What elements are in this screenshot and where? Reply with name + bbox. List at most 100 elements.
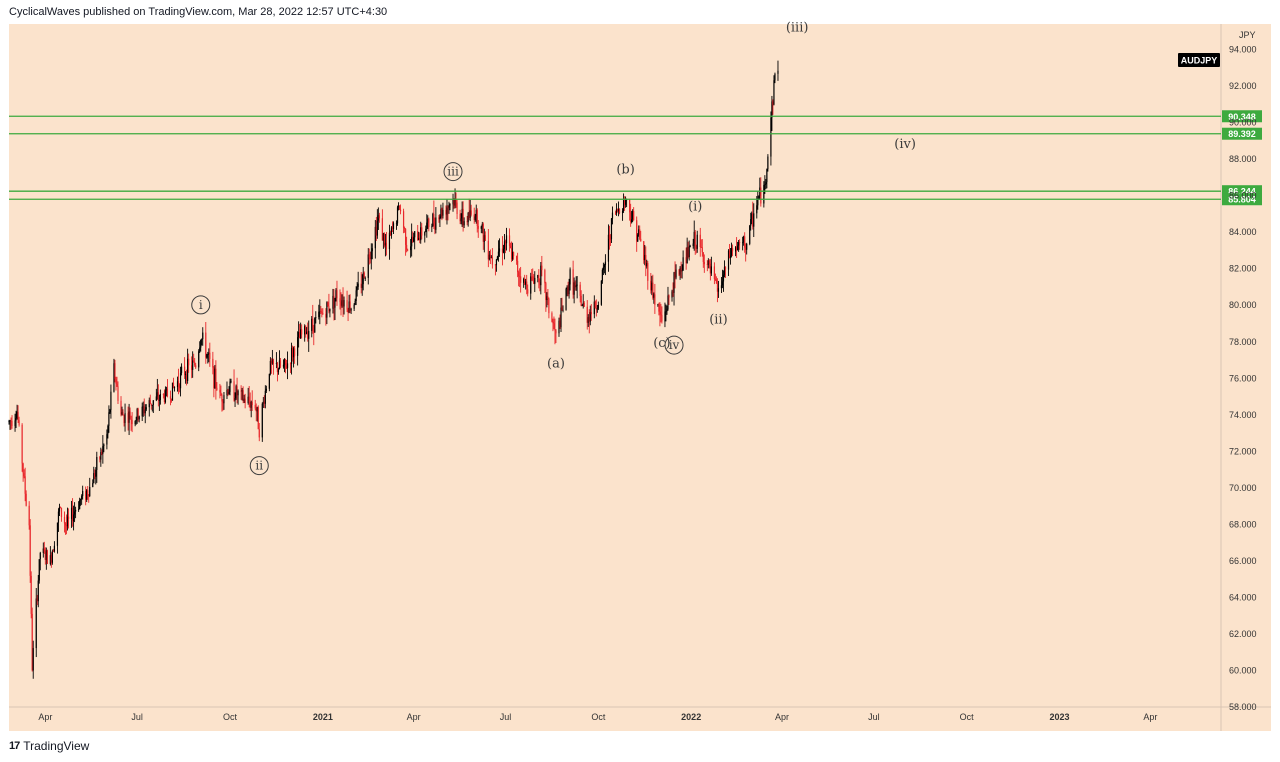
tradingview-branding[interactable]: 17 TradingView <box>9 739 89 753</box>
wave-label[interactable]: i <box>199 298 203 312</box>
candle-body <box>342 300 344 307</box>
candle-body <box>187 358 189 381</box>
candle-body <box>131 419 133 425</box>
candle-body <box>206 354 208 358</box>
candle-body <box>632 211 634 220</box>
candle-body <box>439 216 441 220</box>
candle-body <box>532 276 534 281</box>
candle-body <box>502 248 505 253</box>
candle-body <box>277 369 280 373</box>
candle-body <box>551 313 553 322</box>
x-tick-label: 2022 <box>681 712 701 722</box>
candle-body <box>73 511 76 515</box>
candle-body <box>448 205 450 208</box>
wave-label-circle <box>191 295 211 315</box>
candle-body <box>32 648 34 671</box>
candle-body <box>518 272 520 277</box>
candle-body <box>694 231 696 247</box>
candle-body <box>581 305 583 307</box>
candle-body <box>736 247 738 251</box>
candle-body <box>159 394 161 401</box>
candle-body <box>37 580 39 602</box>
wave-label[interactable]: (b) <box>616 163 634 178</box>
candle-body <box>313 325 315 333</box>
candle-body <box>413 237 415 242</box>
wave-label[interactable]: (iv) <box>894 137 916 152</box>
candle-body <box>706 264 708 266</box>
candle-body <box>686 247 688 264</box>
candle-body <box>494 264 497 266</box>
candle-body <box>78 509 80 510</box>
candle-body <box>173 386 176 388</box>
candle-body <box>708 260 710 264</box>
candle-body <box>756 205 758 214</box>
y-tick-label: 70.000 <box>1229 483 1257 493</box>
candle-body <box>685 257 687 264</box>
candle-body <box>93 473 95 484</box>
candle-body <box>659 311 661 315</box>
candle-body <box>205 332 207 358</box>
candle-body <box>82 490 84 497</box>
candle-body <box>395 223 398 225</box>
candle-body <box>333 295 335 308</box>
y-tick-label: 62.000 <box>1229 629 1257 639</box>
candle-body <box>595 308 597 310</box>
candle-body <box>650 280 652 291</box>
candle-body <box>270 360 272 364</box>
candle-body <box>434 223 436 230</box>
wave-label[interactable]: (a) <box>547 356 565 371</box>
wave-label[interactable]: iv <box>669 338 680 352</box>
candle-body <box>102 446 104 454</box>
candle-body <box>95 469 97 477</box>
candle-body <box>164 390 167 403</box>
candle-body <box>722 274 725 282</box>
wave-label[interactable]: ii <box>255 459 263 473</box>
wave-label[interactable]: (ii) <box>709 312 727 327</box>
level-price-badge <box>1222 110 1262 123</box>
candle-body <box>67 516 70 519</box>
wave-label[interactable]: (iii) <box>786 20 809 35</box>
candle-body <box>265 388 267 391</box>
candle-body <box>289 363 292 365</box>
candle-body <box>321 312 323 314</box>
candle-body <box>360 283 362 288</box>
candle-body <box>496 256 499 260</box>
publisher-attribution: CyclicalWaves published on TradingView.c… <box>9 6 388 18</box>
wave-label[interactable]: iii <box>447 165 459 179</box>
wave-label[interactable]: (i) <box>688 199 702 214</box>
y-tick-label: 88.000 <box>1229 154 1257 164</box>
candle-body <box>603 264 606 268</box>
x-tick-label: Jul <box>868 712 880 722</box>
candle-body <box>410 246 412 251</box>
candle-body <box>569 269 571 285</box>
candle-body <box>739 242 741 243</box>
candle-body <box>660 314 662 316</box>
candle-body <box>646 263 648 267</box>
x-tick-label: Oct <box>591 712 606 722</box>
candle-body <box>498 248 501 252</box>
x-tick-label: Jul <box>500 712 512 722</box>
candle-body <box>534 277 536 284</box>
candle-body <box>127 413 129 423</box>
candle-body <box>477 225 479 229</box>
candle-body <box>703 261 705 265</box>
time-axis[interactable]: Apr Jul Oct 2021 Apr Jul Oct 2022 Apr Jul Oct 2023 A… <box>38 712 1157 722</box>
candle-body <box>744 236 746 248</box>
price-axis[interactable]: 58.000 60.000 62.000 64.000 66.000 68.000 70.0… <box>1229 45 1257 712</box>
candle-body <box>348 301 350 313</box>
candle-body <box>162 394 165 395</box>
candle-body <box>607 234 610 262</box>
candle-body <box>539 282 541 286</box>
candle-body <box>503 241 506 249</box>
candle-body <box>489 254 491 259</box>
candle-body <box>524 278 526 285</box>
candle-body <box>446 207 448 215</box>
candle-body <box>693 231 695 244</box>
candle-body <box>426 222 428 229</box>
candle-body <box>728 250 731 259</box>
candle-body <box>488 254 490 260</box>
candle-body <box>538 275 540 283</box>
candle-body <box>764 184 766 185</box>
candle-body <box>343 300 345 307</box>
